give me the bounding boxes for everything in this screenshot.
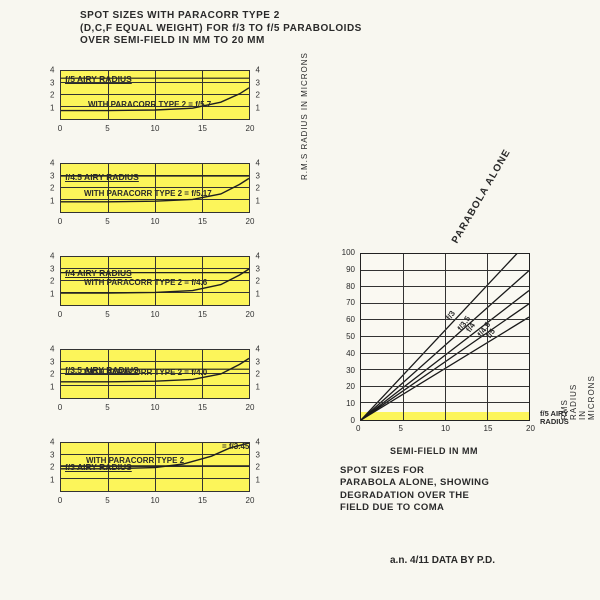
credit: a.n. 4/11 DATA BY P.D. (390, 555, 495, 566)
header-line2: (D,C,F EQUAL WEIGHT) FOR f/3 TO f/5 PARA… (80, 23, 362, 36)
airy-band-label: f/5 AIRY RADIUS (540, 410, 585, 425)
big-plot-area (360, 253, 530, 421)
paracorr-label: WITH PARACORR TYPE 2 = f/4.6 (84, 278, 207, 287)
paracorr-label: WITH PARACORR TYPE 2 = f/5.7 (88, 100, 211, 109)
big-title: PARABOLA ALONE (450, 147, 513, 245)
mini-chart-4: f/3 AIRY RADIUSWITH PARACORR TYPE 2= f/3… (40, 434, 270, 504)
airy-label: f/5 AIRY RADIUS (65, 74, 132, 84)
airy-label: f/4.5 AIRY RADIUS (65, 172, 139, 182)
big-xlabel: SEMI-FIELD IN MM (390, 446, 478, 456)
header: SPOT SIZES WITH PARACORR TYPE 2 (D,C,F E… (80, 10, 362, 48)
paracorr-label: WITH PARACORR TYPE 2 = f/4.0 (84, 368, 207, 377)
mini-chart-1: f/4.5 AIRY RADIUS WITH PARACORR TYPE 2 = … (40, 155, 270, 225)
header-line3: OVER SEMI-FIELD IN MM TO 20 MM (80, 35, 362, 48)
paracorr-label: WITH PARACORR TYPE 2 (86, 456, 184, 465)
mini-chart-0: f/5 AIRY RADIUS WITH PARACORR TYPE 2 = f/… (40, 62, 270, 132)
header-line1: SPOT SIZES WITH PARACORR TYPE 2 (80, 10, 362, 23)
mini-chart-3: f/3.5 AIRY RADIUSWITH PARACORR TYPE 2 = … (40, 341, 270, 411)
parabola-chart: PARABOLA ALONE SEMI-FIELD IN MM RMS RADI… (335, 245, 560, 445)
mini-plot (60, 163, 250, 213)
mini-chart-2: f/4 AIRY RADIUSWITH PARACORR TYPE 2 = f/… (40, 248, 270, 318)
airy-label: f/4 AIRY RADIUS (65, 268, 132, 278)
paracorr-label: WITH PARACORR TYPE 2 = f/5.17 (84, 189, 212, 198)
mini-right-axis-title: R.M.S RADIUS IN MICRONS (300, 52, 309, 180)
big-caption: SPOT SIZES FOR PARABOLA ALONE, SHOWING D… (340, 465, 560, 514)
